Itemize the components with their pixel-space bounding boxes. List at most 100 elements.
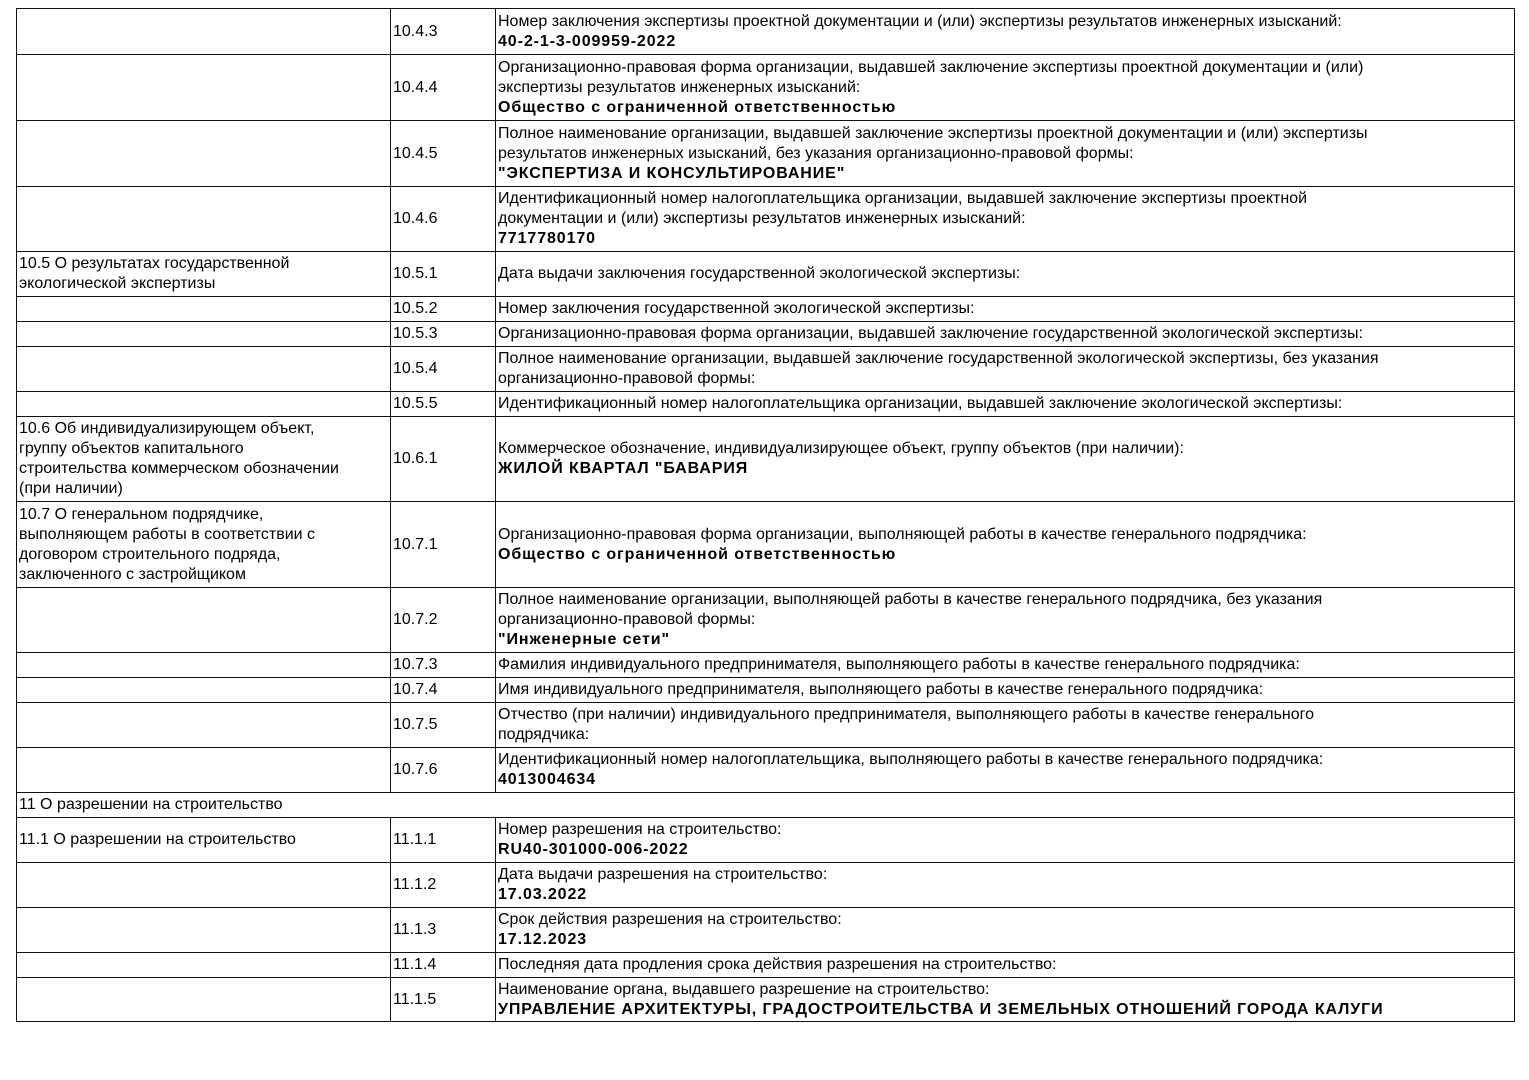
table-row: 10.5 О результатах государственной эколо… <box>16 251 1515 297</box>
field-label: Идентификационный номер налогоплательщик… <box>498 190 1308 227</box>
field-value: 17.12.2023 <box>498 931 588 948</box>
table-row: 10.7.5 Отчество (при наличии) индивидуаль… <box>16 702 1515 748</box>
field-label: Последняя дата продления срока действия … <box>498 956 1057 973</box>
code-cell: 11.1.5 <box>390 977 496 1022</box>
table-row: 10.4.6 Идентификационный номер налогоплат… <box>16 186 1515 252</box>
code-cell: 10.5.1 <box>390 251 496 297</box>
table-row: 10.4.4 Организационно-правовая форма орга… <box>16 54 1515 121</box>
content-cell: Идентификационный номер налогоплательщик… <box>495 747 1515 793</box>
field-value: RU40-301000-006-2022 <box>498 841 689 858</box>
field-value: Общество с ограниченной ответственностью <box>498 98 897 116</box>
content-cell: Идентификационный номер налогоплательщик… <box>495 186 1515 252</box>
field-label: Организационно-правовая форма организаци… <box>498 58 1364 96</box>
content-cell: Отчество (при наличии) индивидуального п… <box>495 702 1515 748</box>
content-cell: Полное наименование организации, выполня… <box>495 587 1515 653</box>
content-cell: Организационно-правовая форма организаци… <box>495 54 1515 121</box>
field-label: Фамилия индивидуального предпринимателя,… <box>498 656 1300 673</box>
code-cell: 11.1.3 <box>390 907 496 953</box>
section-cell <box>16 391 391 417</box>
declaration-table: 10.4.3 Номер заключения экспертизы проект… <box>16 8 1515 1022</box>
section-cell <box>16 54 391 121</box>
table-row: 10.4.3 Номер заключения экспертизы проект… <box>16 8 1515 55</box>
section-cell: 10.7 О генеральном подрядчике, выполняющ… <box>16 501 391 588</box>
table-row: 10.5.2 Номер заключения государственной э… <box>16 296 1515 322</box>
section-cell <box>16 677 391 703</box>
content-cell: Дата выдачи заключения государственной э… <box>495 251 1515 297</box>
field-value: ЖИЛОЙ КВАРТАЛ "БАВАРИЯ <box>498 460 749 477</box>
content-cell: Номер заключения государственной экологи… <box>495 296 1515 322</box>
field-value: 4013004634 <box>498 771 596 788</box>
content-cell: Полное наименование организации, выдавше… <box>495 120 1515 187</box>
table-row: 10.5.3 Организационно-правовая форма орга… <box>16 321 1515 347</box>
content-cell: Дата выдачи разрешения на строительство:… <box>495 862 1515 908</box>
field-label: Номер заключения экспертизы проектной до… <box>498 12 1342 30</box>
field-label: Отчество (при наличии) индивидуального п… <box>498 706 1315 743</box>
table-row: 10.4.5 Полное наименование организации, в… <box>16 120 1515 187</box>
code-cell: 10.7.2 <box>390 587 496 653</box>
content-cell: Коммерческое обозначение, индивидуализир… <box>495 416 1515 502</box>
code-cell: 11.1.1 <box>390 817 496 863</box>
code-cell: 11.1.2 <box>390 862 496 908</box>
field-value: 40-2-1-3-009959-2022 <box>498 32 677 50</box>
code-cell: 10.7.5 <box>390 702 496 748</box>
content-cell: Последняя дата продления срока действия … <box>495 952 1515 978</box>
section-cell <box>16 8 391 55</box>
field-label: Срок действия разрешения на строительств… <box>498 911 842 928</box>
content-cell: Номер заключения экспертизы проектной до… <box>495 8 1515 55</box>
content-cell: Имя индивидуального предпринимателя, вып… <box>495 677 1515 703</box>
section-header: 11 О разрешении на строительство <box>16 792 1515 818</box>
field-value: Общество с ограниченной ответственностью <box>498 545 897 563</box>
code-cell: 10.7.1 <box>390 501 496 588</box>
field-label: Имя индивидуального предпринимателя, вып… <box>498 681 1264 698</box>
field-label: Идентификационный номер налогоплательщик… <box>498 751 1324 768</box>
table-row: 10.5.4 Полное наименование организации, в… <box>16 346 1515 392</box>
table-row: 11.1.3 Срок действия разрешения на строит… <box>16 907 1515 953</box>
field-label: Идентификационный номер налогоплательщик… <box>498 395 1343 412</box>
section-cell <box>16 186 391 252</box>
field-label: Номер заключения государственной экологи… <box>498 300 975 317</box>
field-value: "ЭКСПЕРТИЗА И КОНСУЛЬТИРОВАНИЕ" <box>498 164 846 182</box>
section-header-row: 11 О разрешении на строительство <box>16 792 1515 818</box>
field-label: Коммерческое обозначение, индивидуализир… <box>498 440 1184 457</box>
section-cell <box>16 862 391 908</box>
section-cell <box>16 702 391 748</box>
code-cell: 11.1.4 <box>390 952 496 978</box>
field-value: 7717780170 <box>498 230 596 247</box>
table-row: 11.1.2 Дата выдачи разрешения на строител… <box>16 862 1515 908</box>
table-row: 10.7.2 Полное наименование организации, в… <box>16 587 1515 653</box>
section-cell <box>16 977 391 1022</box>
field-label: Номер разрешения на строительство: <box>498 821 782 838</box>
code-cell: 10.4.4 <box>390 54 496 121</box>
section-cell <box>16 952 391 978</box>
section-cell <box>16 321 391 347</box>
section-cell <box>16 346 391 392</box>
table-row: 10.7.3 Фамилия индивидуального предприним… <box>16 652 1515 678</box>
code-cell: 10.5.2 <box>390 296 496 322</box>
content-cell: Номер разрешения на строительство: RU40-3… <box>495 817 1515 863</box>
table-row: 10.7.6 Идентификационный номер налогоплат… <box>16 747 1515 793</box>
table-row: 10.6 Об индивидуализирующем объект, груп… <box>16 416 1515 502</box>
content-cell: Идентификационный номер налогоплательщик… <box>495 391 1515 417</box>
content-cell: Срок действия разрешения на строительств… <box>495 907 1515 953</box>
table-row: 10.7 О генеральном подрядчике, выполняющ… <box>16 501 1515 588</box>
field-value: УПРАВЛЕНИЕ АРХИТЕКТУРЫ, ГРАДОСТРОИТЕЛЬСТ… <box>498 1000 1384 1018</box>
content-cell: Организационно-правовая форма организаци… <box>495 501 1515 588</box>
section-cell <box>16 652 391 678</box>
field-label: Организационно-правовая форма организаци… <box>498 325 1363 342</box>
field-label: Организационно-правовая форма организаци… <box>498 525 1307 543</box>
code-cell: 10.7.4 <box>390 677 496 703</box>
section-cell <box>16 907 391 953</box>
field-label: Наименование органа, выдавшего разрешени… <box>498 980 990 998</box>
table-row: 11.1 О разрешении на строительство 11.1.1… <box>16 817 1515 863</box>
field-label: Полное наименование организации, выдавше… <box>498 124 1368 162</box>
content-cell: Фамилия индивидуального предпринимателя,… <box>495 652 1515 678</box>
field-label: Дата выдачи заключения государственной э… <box>498 265 1021 282</box>
code-cell: 10.7.6 <box>390 747 496 793</box>
table-row: 11.1.5 Наименование органа, выдавшего раз… <box>16 977 1515 1022</box>
code-cell: 10.4.6 <box>390 186 496 252</box>
content-cell: Полное наименование организации, выдавше… <box>495 346 1515 392</box>
table-row: 10.7.4 Имя индивидуального предпринимател… <box>16 677 1515 703</box>
code-cell: 10.5.4 <box>390 346 496 392</box>
code-cell: 10.6.1 <box>390 416 496 502</box>
code-cell: 10.7.3 <box>390 652 496 678</box>
